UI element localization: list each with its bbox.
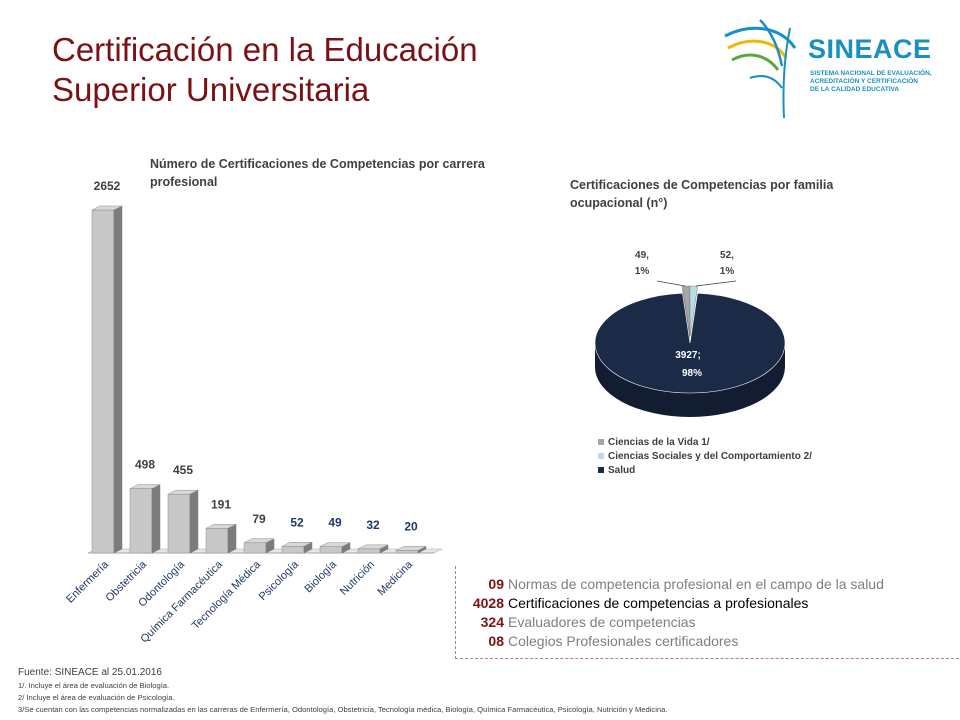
legend-item: Ciencias Sociales y del Comportamiento 2… bbox=[598, 450, 812, 464]
bar-side bbox=[189, 489, 199, 554]
legend-swatch bbox=[598, 439, 604, 446]
bar-category-label: Psicología bbox=[257, 558, 302, 603]
bar-chart-title: Número de Certificaciones de Competencia… bbox=[150, 157, 485, 189]
legend-swatch bbox=[598, 453, 604, 460]
bar-front bbox=[167, 493, 191, 554]
bar-value-label: 79 bbox=[252, 512, 266, 526]
bar-value-label: 2652 bbox=[94, 179, 121, 193]
bar-front bbox=[129, 488, 153, 554]
pie-data-label-0: 49, bbox=[635, 250, 649, 261]
legend-item: Ciencias de la Vida 1/ bbox=[598, 436, 812, 450]
legend-item: Salud bbox=[598, 464, 812, 478]
logo-subtitle-line3: DE LA CALIDAD EDUCATIVA bbox=[810, 86, 900, 93]
stat-number: 09 bbox=[488, 576, 504, 592]
legend-label: Ciencias de la Vida 1/ bbox=[608, 437, 710, 448]
stat-label: Evaluadores de competencias bbox=[508, 614, 696, 630]
bar-1 bbox=[129, 484, 161, 554]
footer-note-1: 1/. Incluye el área de evaluación de Bio… bbox=[18, 681, 170, 690]
pie-percent-label-2: 98% bbox=[682, 368, 702, 379]
bar-front bbox=[357, 548, 381, 554]
bar-2 bbox=[167, 489, 199, 554]
footer-source: Fuente: SINEACE al 25.01.2016 bbox=[18, 667, 162, 678]
pie-percent-label-0: 1% bbox=[635, 266, 650, 277]
bar-front bbox=[395, 550, 419, 554]
page-title-line2: Superior Universitaria bbox=[52, 71, 370, 108]
footer: Fuente: SINEACE al 25.01.2016 1/. Incluy… bbox=[18, 666, 667, 716]
bar-value-label: 20 bbox=[404, 519, 418, 533]
logo-subtitle-line2: ACREDITACIÓN Y CERTIFICACIÓN bbox=[810, 78, 918, 85]
bar-8 bbox=[395, 546, 427, 554]
stat-row: 08 Colegios Profesionales certificadores bbox=[456, 633, 738, 649]
bar-6 bbox=[319, 542, 351, 554]
bar-category-label: Enfermería bbox=[64, 558, 112, 606]
footer-note-3: 3/Se cuentan con las competencias normal… bbox=[18, 705, 668, 714]
page-title-line1: Certificación en la Educación bbox=[52, 31, 478, 68]
legend-label: Ciencias Sociales y del Comportamiento 2… bbox=[608, 451, 812, 462]
page-title: Certificación en la Educación Superior U… bbox=[52, 30, 478, 110]
stat-row: 4028 Certificaciones de competencias a pr… bbox=[456, 595, 809, 611]
pie-leader-1 bbox=[695, 280, 737, 287]
pie-data-label-2: 3927; bbox=[675, 350, 701, 361]
pie-leader-0 bbox=[656, 280, 686, 287]
bar-3 bbox=[205, 523, 237, 554]
bar-value-label: 52 bbox=[290, 515, 304, 529]
stat-row: 324 Evaluadores de competencias bbox=[456, 614, 696, 630]
bar-top bbox=[243, 538, 275, 544]
pie-data-label-1: 52, bbox=[720, 250, 734, 261]
bar-value-label: 191 bbox=[211, 497, 231, 511]
pie-chart-title: Certificaciones de Competencias por fami… bbox=[570, 178, 834, 210]
stat-row: 09 Normas de competencia profesional en e… bbox=[456, 576, 884, 592]
bar-value-label: 498 bbox=[135, 458, 155, 472]
bar-side bbox=[227, 523, 237, 554]
bar-top bbox=[205, 524, 237, 529]
stats-box: 09 Normas de competencia profesional en e… bbox=[455, 566, 959, 659]
bar-category-label: Nutrición bbox=[338, 559, 377, 598]
bar-value-label: 455 bbox=[173, 463, 193, 477]
bar-top bbox=[91, 205, 123, 211]
bar-category-label: Biología bbox=[303, 558, 340, 595]
stat-number: 4028 bbox=[472, 595, 504, 611]
stat-label: Certificaciones de competencias a profes… bbox=[508, 595, 809, 611]
bar-top bbox=[167, 489, 199, 495]
legend-label: Salud bbox=[608, 465, 636, 476]
stat-number: 324 bbox=[480, 614, 504, 630]
logo-subtitle-line1: SISTEMA NACIONAL DE EVALUACIÓN, bbox=[810, 70, 932, 77]
pie-slice-edge-0 bbox=[682, 286, 690, 341]
bar-front bbox=[205, 528, 229, 554]
pie-slice-1 bbox=[689, 285, 698, 337]
bar-category-label: Tecnología Médica bbox=[190, 558, 264, 632]
footer-note-2: 2/ Incluye el área de evaluación de Psic… bbox=[18, 693, 175, 702]
legend-swatch bbox=[598, 467, 604, 474]
pie-slice-salud bbox=[594, 292, 786, 394]
bar-front bbox=[319, 546, 343, 554]
bar-0 bbox=[91, 205, 123, 554]
bar-front bbox=[281, 546, 305, 554]
bar-front bbox=[91, 209, 115, 554]
logo-subtitle: SISTEMA NACIONAL DE EVALUACIÓN, ACREDITA… bbox=[810, 70, 932, 94]
pie-side bbox=[595, 343, 785, 417]
stat-number: 08 bbox=[488, 633, 504, 649]
bar-top bbox=[129, 484, 161, 489]
bar-value-label: 49 bbox=[328, 516, 342, 530]
bar-5 bbox=[281, 541, 313, 554]
bar-front bbox=[243, 542, 267, 554]
bar-top bbox=[395, 546, 427, 551]
pie-slice-0 bbox=[682, 285, 691, 337]
logo-name: SINEACE bbox=[808, 34, 932, 64]
stat-label: Normas de competencia profesional en el … bbox=[508, 576, 884, 592]
sineace-logo-mark bbox=[724, 19, 797, 119]
bar-side bbox=[151, 484, 161, 554]
bar-7 bbox=[357, 544, 389, 554]
bar-top bbox=[281, 542, 313, 547]
pie-percent-label-1: 1% bbox=[720, 266, 735, 277]
stat-label: Colegios Profesionales certificadores bbox=[508, 633, 739, 649]
bar-top bbox=[357, 544, 389, 550]
bar-value-label: 32 bbox=[366, 518, 380, 532]
bar-side bbox=[113, 205, 123, 554]
bar-category-label: Medicina bbox=[376, 558, 416, 598]
bar-4 bbox=[243, 538, 275, 554]
pie-legend: Ciencias de la Vida 1/Ciencias Sociales … bbox=[598, 436, 812, 478]
bar-top bbox=[319, 542, 351, 547]
